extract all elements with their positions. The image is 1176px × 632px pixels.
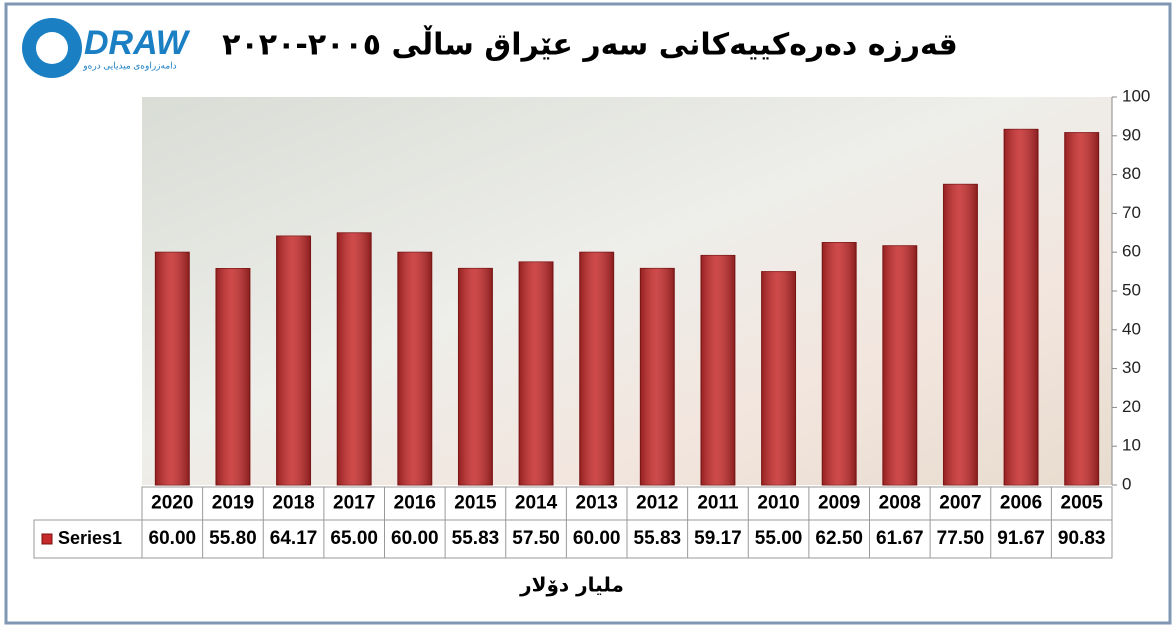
bar-shade: [276, 236, 311, 485]
bar-shade: [1004, 129, 1039, 485]
x-tick-label: 2014: [515, 493, 558, 514]
bar-shade: [215, 268, 250, 485]
data-table-value: 57.50: [512, 528, 560, 549]
x-tick-label: 2008: [879, 493, 921, 514]
chart-title: قەرزە دەرەکییەکانی سەر عێراق ساڵی ٢٠٠٥-٢…: [222, 26, 958, 63]
logo-text: DRAW: [84, 24, 191, 62]
data-table-value: 59.17: [694, 528, 742, 549]
bar-shade: [700, 255, 735, 485]
axis-label: ملیار دۆلار: [519, 573, 624, 597]
data-table-value: 91.67: [997, 528, 1045, 549]
x-tick-label: 2017: [333, 493, 375, 514]
bar-shade: [761, 271, 796, 485]
y-tick-label: 100: [1122, 86, 1150, 105]
data-table-value: 90.83: [1058, 528, 1106, 549]
y-tick-label: 50: [1122, 280, 1141, 299]
bar-shade: [882, 245, 917, 485]
y-tick-label: 70: [1122, 203, 1141, 222]
bar-shade: [822, 242, 857, 485]
x-tick-label: 2018: [272, 493, 314, 514]
x-tick-label: 2012: [636, 493, 678, 514]
x-tick-label: 2016: [394, 493, 436, 514]
data-table-value: 61.67: [876, 528, 924, 549]
x-tick-label: 2011: [697, 493, 739, 514]
y-tick-label: 90: [1122, 125, 1141, 144]
y-tick-label: 80: [1122, 164, 1141, 183]
data-table-value: 77.50: [937, 528, 985, 549]
x-tick-label: 2005: [1061, 493, 1104, 514]
x-tick-label: 2015: [454, 493, 497, 514]
bar-shade: [397, 252, 432, 485]
x-tick-label: 2006: [1000, 493, 1042, 514]
data-table-value: 60.00: [391, 528, 439, 549]
x-tick-label: 2020: [151, 493, 193, 514]
x-tick-label: 2013: [576, 493, 618, 514]
data-table-value: 60.00: [573, 528, 621, 549]
data-table-value: 62.50: [815, 528, 863, 549]
x-tick-label: 2007: [939, 493, 981, 514]
logo-inner: [36, 32, 68, 64]
y-tick-label: 10: [1122, 436, 1141, 455]
y-tick-label: 0: [1122, 474, 1131, 493]
data-table-value: 55.00: [755, 528, 803, 549]
legend-marker: [41, 533, 53, 545]
y-tick-label: 40: [1122, 319, 1141, 338]
logo: DRAW دامەزراوەی میدیایی درەو: [22, 18, 191, 78]
bar-shade: [337, 232, 372, 485]
y-tick-label: 60: [1122, 242, 1141, 261]
table-cell: [33, 519, 1113, 559]
bar-shade: [640, 268, 675, 485]
data-table-value: 55.80: [209, 528, 257, 549]
data-table-value: 55.83: [634, 528, 682, 549]
y-tick-label: 20: [1122, 397, 1141, 416]
logo-tagline: دامەزراوەی میدیایی درەو: [82, 60, 176, 71]
bar-shade: [458, 268, 493, 485]
bar-shade: [579, 252, 614, 485]
data-table-value: 55.83: [452, 528, 500, 549]
bar-shade: [1064, 132, 1099, 486]
bar-shade: [519, 261, 554, 485]
data-table-value: 64.17: [270, 528, 318, 549]
x-tick-label: 2009: [818, 493, 860, 514]
data-table-value: 60.00: [149, 528, 197, 549]
bar-shade: [155, 252, 190, 485]
data-table-value: 65.00: [330, 528, 378, 549]
x-tick-label: 2019: [212, 493, 254, 514]
legend-label: Series1: [58, 528, 122, 548]
y-tick-label: 30: [1122, 358, 1141, 377]
bar-shade: [943, 184, 978, 486]
x-tick-label: 2010: [757, 493, 799, 514]
